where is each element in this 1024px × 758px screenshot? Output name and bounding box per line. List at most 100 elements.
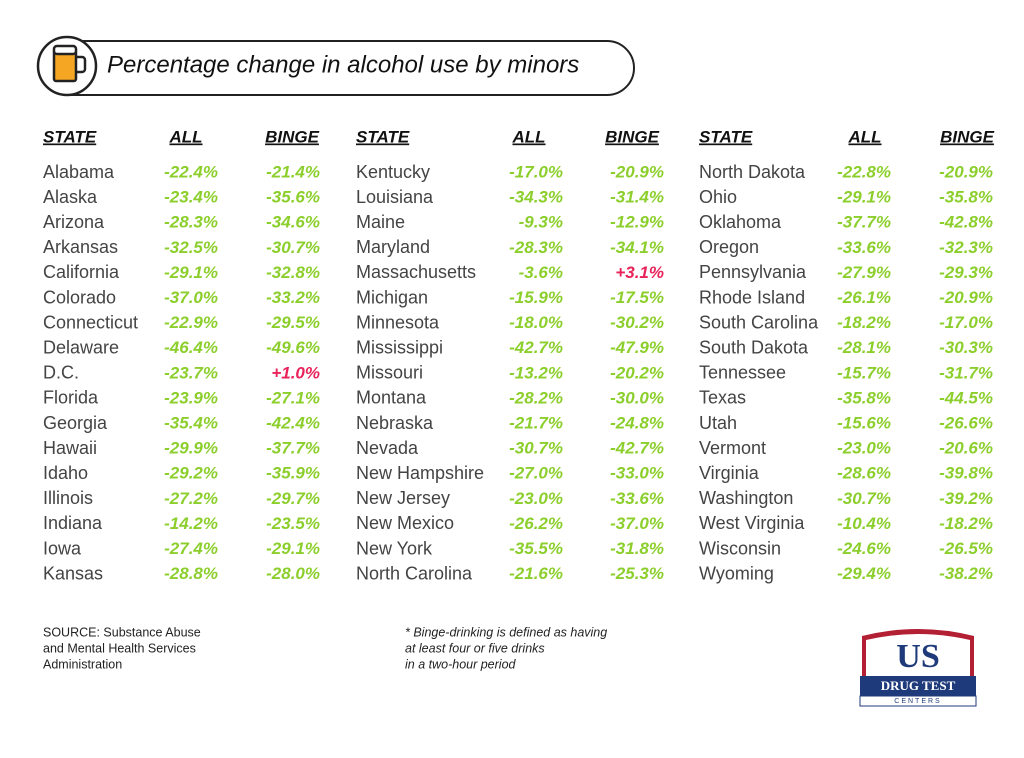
state-name: Ohio — [699, 187, 737, 207]
all-change: -18.2% — [837, 313, 891, 332]
binge-change: -31.7% — [939, 363, 993, 382]
state-name: North Carolina — [356, 563, 473, 583]
state-name: South Carolina — [699, 312, 819, 332]
source-line: Administration — [43, 657, 122, 671]
all-change: -24.6% — [837, 539, 891, 558]
all-change: -14.2% — [164, 514, 218, 533]
column-header: STATE — [356, 127, 410, 146]
binge-change: -49.6% — [266, 338, 320, 357]
binge-change: -29.7% — [266, 489, 320, 508]
state-name: Oklahoma — [699, 212, 782, 232]
state-name: North Dakota — [699, 162, 806, 182]
all-change: -27.4% — [164, 539, 218, 558]
state-name: Utah — [699, 413, 737, 433]
all-change: -33.6% — [837, 238, 891, 257]
state-name: Georgia — [43, 413, 108, 433]
all-change: -30.7% — [837, 489, 891, 508]
binge-change: -17.0% — [939, 313, 993, 332]
state-name: Rhode Island — [699, 287, 805, 307]
all-change: -23.0% — [837, 439, 891, 458]
all-change: -28.3% — [164, 213, 218, 232]
all-change: -13.2% — [509, 363, 563, 382]
binge-change: -20.9% — [610, 162, 664, 181]
all-change: -32.5% — [164, 238, 218, 257]
state-name: Massachusetts — [356, 262, 476, 282]
all-change: -3.6% — [519, 263, 563, 282]
all-change: -28.3% — [509, 238, 563, 257]
binge-change: -35.8% — [939, 188, 993, 207]
all-change: -15.7% — [837, 363, 891, 382]
all-change: -22.4% — [164, 162, 218, 181]
state-name: Maryland — [356, 237, 430, 257]
binge-change: -39.2% — [939, 489, 993, 508]
column-header: ALL — [168, 127, 202, 146]
all-change: -17.0% — [509, 162, 563, 181]
all-change: -9.3% — [519, 213, 563, 232]
binge-change: -25.3% — [610, 564, 664, 583]
column-header: ALL — [847, 127, 881, 146]
state-name: Alabama — [43, 162, 115, 182]
all-change: -22.8% — [837, 162, 891, 181]
state-name: Indiana — [43, 513, 103, 533]
state-name: Hawaii — [43, 438, 97, 458]
state-name: Pennsylvania — [699, 262, 807, 282]
all-change: -28.1% — [837, 338, 891, 357]
binge-change: -37.0% — [610, 514, 664, 533]
state-name: Mississippi — [356, 337, 443, 357]
state-name: Vermont — [699, 438, 766, 458]
state-name: Wisconsin — [699, 538, 781, 558]
binge-change: -38.2% — [939, 564, 993, 583]
binge-change: -21.4% — [266, 162, 320, 181]
note-line: * Binge-drinking is defined as having — [405, 625, 607, 639]
state-name: Kansas — [43, 563, 103, 583]
logo-sub: DRUG TEST — [881, 678, 956, 693]
all-change: -35.4% — [164, 413, 218, 432]
all-change: -37.0% — [164, 288, 218, 307]
all-change: -15.9% — [509, 288, 563, 307]
binge-change: -47.9% — [610, 338, 664, 357]
all-change: -21.7% — [509, 413, 563, 432]
binge-change: -31.4% — [610, 188, 664, 207]
state-name: Texas — [699, 388, 746, 408]
binge-change: -26.5% — [939, 539, 993, 558]
state-name: New York — [356, 538, 433, 558]
source-line: and Mental Health Services — [43, 641, 196, 655]
all-change: -27.0% — [509, 464, 563, 483]
state-name: Colorado — [43, 287, 116, 307]
all-change: -28.6% — [837, 464, 891, 483]
note: * Binge-drinking is defined as having at … — [405, 625, 607, 671]
binge-change: -12.9% — [610, 213, 664, 232]
all-change: -29.1% — [837, 188, 891, 207]
binge-change: -28.0% — [266, 564, 320, 583]
all-change: -23.0% — [509, 489, 563, 508]
all-change: -28.8% — [164, 564, 218, 583]
binge-change: -34.6% — [266, 213, 320, 232]
binge-change: -42.8% — [939, 213, 993, 232]
all-change: -34.3% — [509, 188, 563, 207]
column-header: ALL — [511, 127, 545, 146]
binge-change: -30.3% — [939, 338, 993, 357]
column-header: STATE — [43, 127, 97, 146]
all-change: -23.9% — [164, 388, 218, 407]
state-name: New Jersey — [356, 488, 450, 508]
binge-change: -37.7% — [266, 439, 320, 458]
state-name: New Mexico — [356, 513, 454, 533]
state-name: Nebraska — [356, 413, 434, 433]
beer-icon — [52, 44, 87, 83]
state-name: California — [43, 262, 120, 282]
state-name: Illinois — [43, 488, 93, 508]
binge-change: -29.1% — [266, 539, 320, 558]
state-name: Nevada — [356, 438, 419, 458]
state-name: South Dakota — [699, 337, 809, 357]
binge-change: -20.9% — [939, 288, 993, 307]
state-name: Arizona — [43, 212, 105, 232]
all-change: -29.9% — [164, 439, 218, 458]
all-change: -42.7% — [509, 338, 563, 357]
binge-change: -42.4% — [266, 413, 320, 432]
state-name: Wyoming — [699, 563, 774, 583]
column-header: BINGE — [265, 127, 320, 146]
state-name: Virginia — [699, 463, 760, 483]
all-change: -26.1% — [837, 288, 891, 307]
